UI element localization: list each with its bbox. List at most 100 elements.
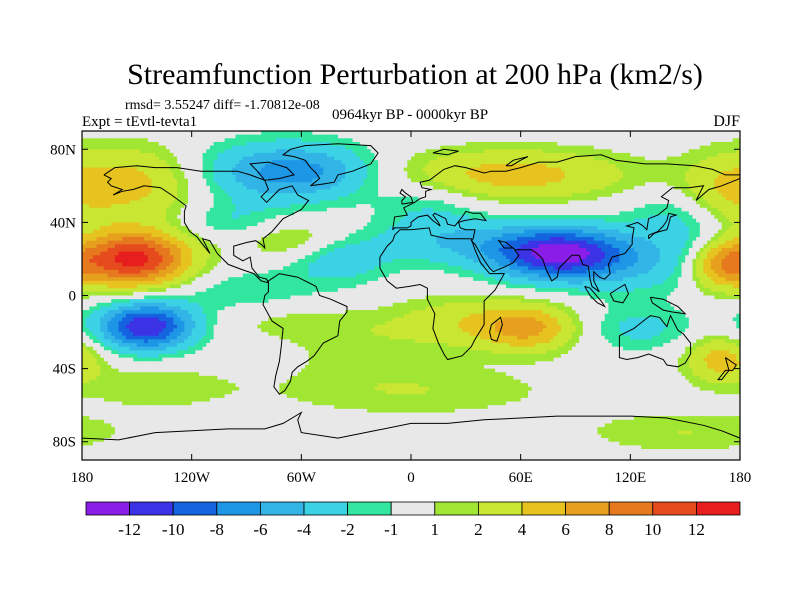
field-cell bbox=[217, 160, 222, 165]
field-cell bbox=[495, 204, 500, 209]
field-cell bbox=[217, 163, 222, 169]
field-cell bbox=[659, 160, 664, 165]
field-cell bbox=[261, 149, 266, 154]
field-cell bbox=[615, 215, 620, 220]
field-cell bbox=[400, 134, 405, 139]
field-cell bbox=[125, 145, 131, 150]
field-cell bbox=[495, 207, 500, 213]
field-cell bbox=[670, 222, 675, 227]
field-cell bbox=[630, 211, 635, 216]
field-cell bbox=[231, 204, 237, 209]
field-cell bbox=[432, 189, 438, 194]
field-cell bbox=[593, 215, 599, 220]
field-cell bbox=[495, 185, 500, 191]
field-cell bbox=[447, 171, 452, 176]
field-cell bbox=[206, 178, 211, 183]
field-cell bbox=[392, 222, 397, 227]
field-cell bbox=[619, 222, 624, 227]
field-cell bbox=[582, 211, 588, 216]
field-cell bbox=[272, 178, 277, 183]
field-cell bbox=[173, 134, 178, 139]
field-cell bbox=[487, 182, 493, 187]
field-cell bbox=[381, 218, 387, 223]
field-cell bbox=[268, 131, 273, 136]
field-cell bbox=[480, 156, 485, 161]
field-cell bbox=[601, 200, 606, 205]
field-cell bbox=[487, 174, 493, 180]
field-cell bbox=[608, 207, 613, 213]
field-cell bbox=[436, 134, 441, 139]
field-cell bbox=[209, 138, 215, 143]
field-cell bbox=[290, 163, 295, 169]
field-cell bbox=[655, 152, 661, 158]
field-cell bbox=[272, 226, 277, 231]
field-cell bbox=[235, 160, 240, 165]
field-cell bbox=[100, 189, 105, 194]
field-cell bbox=[414, 189, 419, 194]
field-cell bbox=[714, 215, 719, 220]
field-cell bbox=[454, 200, 460, 205]
field-cell bbox=[330, 167, 335, 172]
field-cell bbox=[389, 185, 394, 191]
field-cell bbox=[326, 193, 332, 198]
field-cell bbox=[637, 171, 642, 176]
field-cell bbox=[202, 145, 207, 150]
field-cell bbox=[337, 226, 343, 231]
field-cell bbox=[425, 167, 430, 172]
field-cell bbox=[264, 215, 270, 220]
field-cell bbox=[195, 178, 200, 183]
field-cell bbox=[575, 200, 580, 205]
field-cell bbox=[641, 171, 646, 176]
field-cell bbox=[246, 149, 251, 154]
field-cell bbox=[440, 229, 445, 234]
field-cell bbox=[92, 189, 98, 194]
field-cell bbox=[396, 174, 401, 180]
field-cell bbox=[549, 182, 555, 187]
field-cell bbox=[557, 229, 562, 234]
field-cell bbox=[721, 215, 726, 220]
field-cell bbox=[268, 149, 273, 154]
field-cell bbox=[509, 196, 514, 202]
field-cell bbox=[421, 171, 427, 176]
field-cell bbox=[166, 167, 171, 172]
field-cell bbox=[699, 156, 705, 161]
field-cell bbox=[224, 182, 229, 187]
field-cell bbox=[392, 185, 397, 191]
field-cell bbox=[272, 149, 277, 154]
field-cell bbox=[527, 222, 533, 227]
field-cell bbox=[513, 226, 518, 231]
field-cell bbox=[188, 226, 193, 231]
field-cell bbox=[666, 156, 672, 161]
field-cell bbox=[593, 178, 599, 183]
field-cell bbox=[531, 215, 536, 220]
field-cell bbox=[538, 196, 544, 202]
field-cell bbox=[524, 204, 529, 209]
field-cell bbox=[283, 167, 288, 172]
field-cell bbox=[560, 222, 566, 227]
field-cell bbox=[209, 211, 215, 216]
field-cell bbox=[652, 193, 657, 198]
field-cell bbox=[195, 134, 200, 139]
field-cell bbox=[564, 145, 569, 150]
field-cell bbox=[553, 218, 558, 223]
field-cell bbox=[571, 222, 577, 227]
field-cell bbox=[407, 226, 412, 231]
field-cell bbox=[385, 174, 390, 180]
field-cell bbox=[158, 182, 164, 187]
field-cell bbox=[729, 178, 734, 183]
field-cell bbox=[122, 163, 127, 169]
field-cell bbox=[209, 171, 215, 176]
field-cell bbox=[253, 152, 259, 158]
field-cell bbox=[538, 226, 544, 231]
field-cell bbox=[480, 182, 485, 187]
field-cell bbox=[268, 218, 273, 223]
field-cell bbox=[641, 160, 646, 165]
field-cell bbox=[89, 182, 94, 187]
field-cell bbox=[674, 145, 679, 150]
field-cell bbox=[699, 131, 705, 136]
field-cell bbox=[261, 218, 266, 223]
field-cell bbox=[272, 131, 277, 136]
field-cell bbox=[213, 182, 218, 187]
field-cell bbox=[257, 174, 262, 180]
field-cell bbox=[517, 189, 522, 194]
